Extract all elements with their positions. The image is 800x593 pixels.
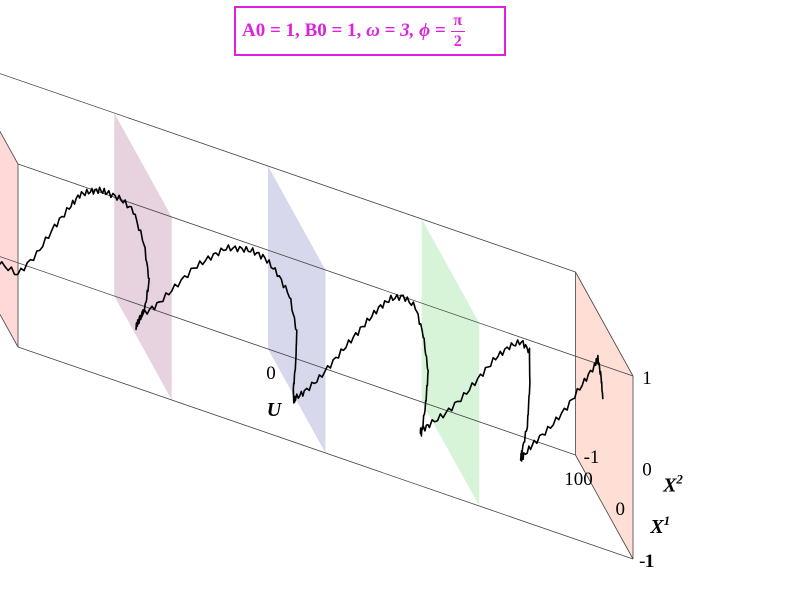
x1-tick-label-0: 1: [644, 551, 654, 572]
x2-tick-label-2: 1: [642, 368, 652, 389]
u-axis-label: U: [267, 399, 283, 421]
u-plane-4: [575, 272, 633, 559]
u-plane-3: [421, 219, 480, 506]
x1-axis-label: X1: [649, 513, 670, 538]
planes-layer: [0, 113, 633, 559]
box-edge-10: [575, 454, 634, 560]
box-edge-2: [17, 346, 634, 560]
x2-axis-label: X2: [662, 472, 683, 497]
legend-phi-numerator: π: [453, 11, 463, 29]
x1-tick-label-1: 0: [616, 499, 626, 520]
u-plane-2: [268, 166, 326, 453]
x1-axis-label-sup: 1: [664, 513, 671, 528]
u-tick-label-1: 0: [266, 363, 276, 384]
parameter-legend: A0 = 1, B0 = 1, ω = 3, ϕ = π 2: [234, 6, 506, 56]
box-edge-6: [0, 313, 19, 348]
x1-tick-label-2: -1: [584, 447, 600, 468]
box-edge-7: [0, 130, 19, 165]
x2-tick-label-0: -1: [639, 551, 655, 572]
legend-a0: A0 = 1,: [242, 20, 300, 41]
legend-phi: ϕ =: [419, 20, 446, 41]
u-plane-0: [0, 131, 18, 347]
x2-tick-label-1: 0: [642, 460, 652, 481]
box-edge-1: [0, 73, 576, 273]
legend-phi-denominator: 2: [453, 32, 462, 50]
fraction-bar: [450, 30, 465, 32]
legend-phi-fraction: π 2: [450, 11, 465, 50]
x2-axis-label-sup: 2: [675, 472, 683, 487]
legend-b0: B0 = 1,: [304, 20, 362, 41]
curve-layer: [0, 186, 604, 462]
series-curve-0: [0, 186, 604, 462]
box-edge-11: [575, 271, 634, 377]
box-edge-0: [0, 256, 576, 456]
u-tick-label-2: 100: [564, 469, 593, 490]
u-plane-1: [114, 113, 172, 400]
legend-omega: ω = 3,: [366, 20, 415, 41]
